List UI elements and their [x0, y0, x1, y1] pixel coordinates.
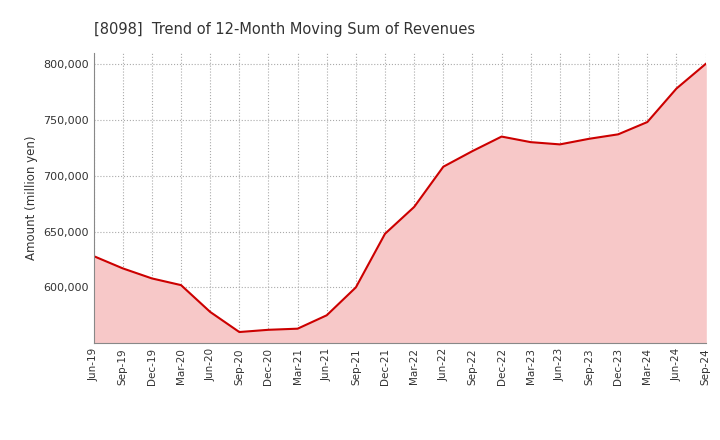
Text: [8098]  Trend of 12-Month Moving Sum of Revenues: [8098] Trend of 12-Month Moving Sum of R…: [94, 22, 474, 37]
Y-axis label: Amount (million yen): Amount (million yen): [24, 136, 37, 260]
